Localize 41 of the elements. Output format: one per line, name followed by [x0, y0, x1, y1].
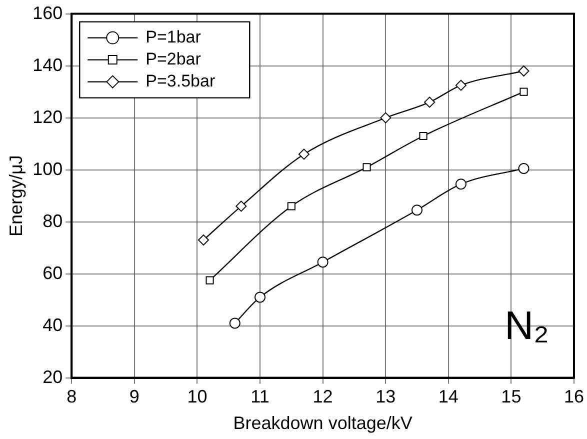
y-tick-label: 40: [42, 314, 63, 335]
legend-label: P=3.5bar: [146, 71, 216, 90]
point: [206, 276, 214, 284]
y-tick-label: 120: [32, 106, 63, 127]
annotation: N₂: [504, 304, 549, 348]
y-tick-label: 100: [32, 158, 63, 179]
point: [518, 163, 530, 174]
point: [198, 234, 209, 246]
x-tick-label: 8: [66, 386, 77, 407]
y-tick-label: 80: [42, 210, 63, 231]
point: [229, 318, 240, 329]
point: [518, 66, 530, 76]
point: [254, 292, 266, 303]
y-tick-label: 20: [42, 366, 63, 387]
x-tick-label: 9: [129, 386, 140, 407]
point: [236, 200, 247, 212]
point: [455, 80, 466, 91]
y-tick-label: 160: [32, 2, 63, 23]
legend-label: P=2bar: [146, 49, 202, 68]
y-tick-label: 60: [42, 262, 63, 283]
point: [362, 163, 371, 172]
x-tick-label: 15: [501, 386, 522, 407]
y-tick-label: 140: [32, 54, 63, 75]
point: [287, 202, 296, 210]
point: [412, 204, 423, 216]
x-tick-label: 10: [187, 386, 208, 407]
x-tick-label: 12: [312, 386, 333, 407]
x-tick-label: 13: [376, 386, 396, 407]
point: [424, 96, 436, 108]
y-axis-title: Energy/μJ: [6, 155, 26, 237]
point: [520, 88, 528, 96]
x-tick-label: 14: [438, 386, 458, 407]
legend-label: P=1bar: [146, 27, 202, 46]
x-axis-title: Breakdown voltage/kV: [233, 413, 412, 434]
point: [317, 256, 328, 268]
x-tick-label: 16: [564, 386, 584, 407]
x-tick-label: 11: [250, 386, 270, 407]
point: [380, 112, 392, 124]
point: [419, 132, 428, 140]
point: [455, 178, 466, 190]
point: [298, 148, 310, 160]
